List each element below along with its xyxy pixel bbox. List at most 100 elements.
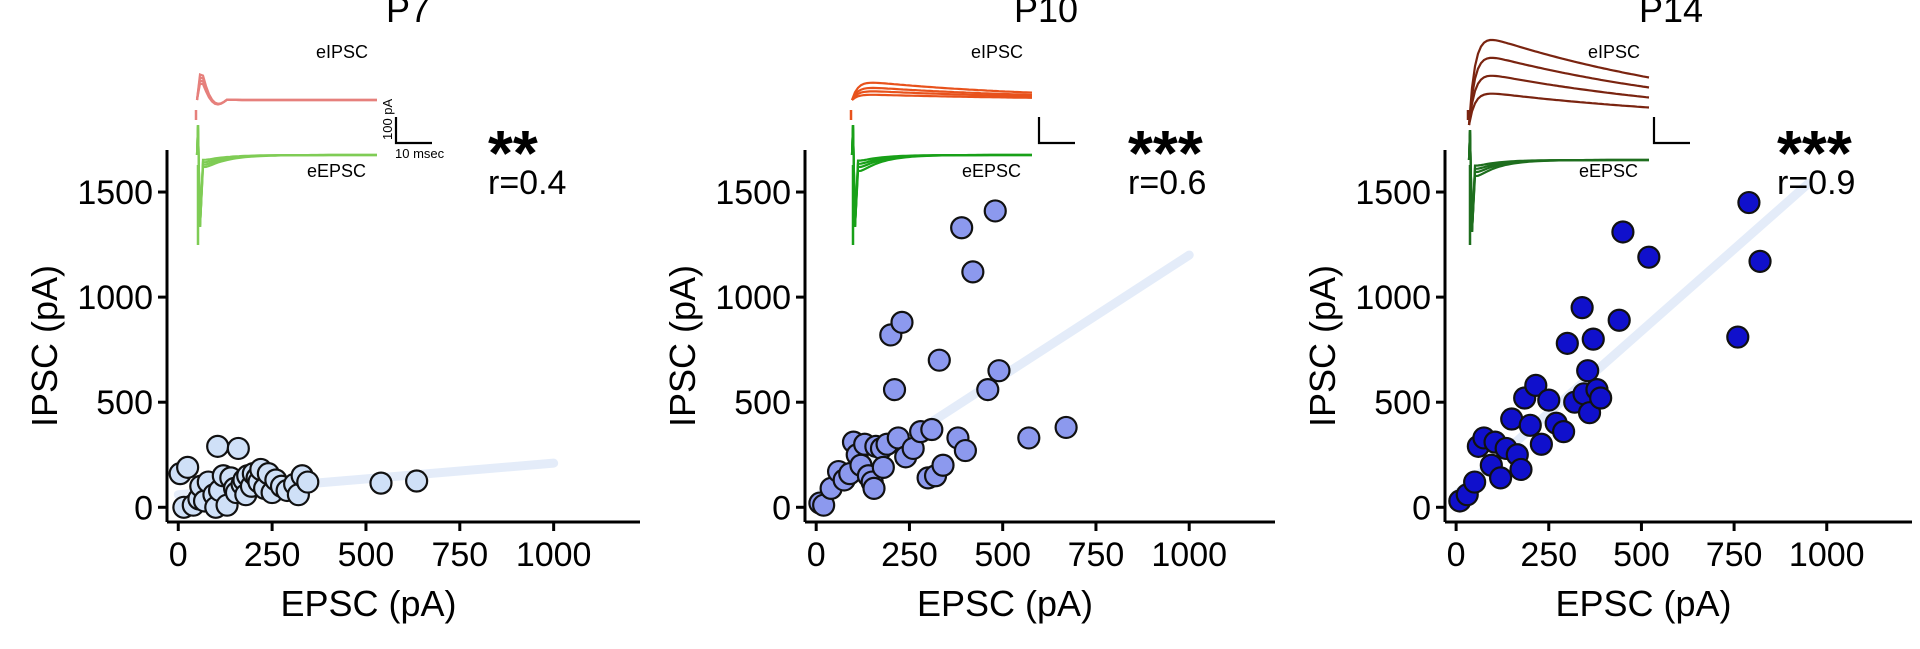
data-point [1589, 386, 1613, 410]
ipsc-trace [1467, 74, 1650, 126]
data-point [983, 199, 1007, 223]
ipsc-trace [1467, 38, 1650, 126]
data-point [1748, 249, 1772, 273]
y-tick-label: 1000 [77, 279, 153, 317]
data-point [1555, 331, 1579, 355]
y-tick-label: 0 [1412, 489, 1431, 527]
x-tick-label: 750 [431, 536, 488, 574]
trace-label-eepsc: eEPSC [307, 161, 366, 181]
ipsc-trace [851, 93, 1032, 101]
data-point [1737, 190, 1761, 215]
scale-bar [394, 117, 432, 145]
data-point [1570, 296, 1594, 320]
data-point [296, 470, 320, 494]
data-point [950, 216, 974, 240]
epsc-trace [1467, 129, 1649, 233]
trace-label-eepsc: eEPSC [962, 161, 1021, 181]
data-point [1611, 220, 1635, 244]
x-tick-label: 0 [1447, 536, 1466, 574]
x-tick-label: 500 [974, 536, 1031, 574]
y-tick-label: 0 [772, 489, 791, 527]
data-point [1581, 327, 1605, 351]
correlation-label: r=0.9 [1777, 164, 1855, 202]
data-point [1509, 457, 1533, 482]
ipsc-trace [851, 90, 1032, 101]
x-tick-label: 500 [1613, 536, 1670, 574]
scale-bar [1037, 117, 1075, 145]
x-tick-label: 250 [1520, 536, 1577, 574]
data-point [953, 438, 977, 463]
example-traces [849, 81, 1033, 245]
x-axis-label: EPSC (pA) [917, 583, 1093, 624]
panel-title: P14 [1639, 0, 1703, 30]
x-tick-label: 500 [338, 536, 395, 574]
x-tick-label: 1000 [516, 536, 592, 574]
x-axis-label: EPSC (pA) [1555, 583, 1731, 624]
data-point [405, 469, 429, 493]
y-tick-label: 1500 [1355, 174, 1431, 212]
y-tick-label: 1500 [715, 174, 791, 212]
correlation-label: r=0.4 [488, 164, 566, 202]
panel-p7: P7 0 500 1000 1500 0 250 500 750 1000 EPSC (pA) IPS… [24, 0, 640, 624]
example-traces [194, 72, 377, 245]
data-point [1576, 359, 1600, 383]
panel-p14: P14 0 500 1000 1500 0 250 500 750 1000 EPSC (pA) IP… [1302, 0, 1912, 624]
y-tick-label: 500 [1374, 384, 1431, 422]
data-point [871, 455, 895, 479]
ipsc-trace [195, 82, 377, 106]
data-point [1552, 420, 1576, 444]
data-point [1607, 308, 1631, 332]
trace-label-eipsc: eIPSC [971, 42, 1023, 62]
y-tick-label: 500 [734, 384, 791, 422]
data-point [369, 471, 393, 495]
trace-label-eepsc: eEPSC [1579, 161, 1638, 181]
panel-p10: P10 0 500 1000 1500 0 250 500 750 1000 EPSC (pA) IP… [662, 0, 1275, 624]
data-point [1488, 466, 1513, 490]
significance-stars: *** [1128, 117, 1203, 189]
example-traces [1466, 38, 1650, 245]
data-point [1637, 245, 1661, 269]
y-tick-label: 500 [96, 384, 153, 422]
data-point [1518, 413, 1542, 437]
scale-bar-y-label: 100 pA [380, 98, 395, 140]
x-tick-label: 250 [881, 536, 938, 574]
epsc-trace [850, 124, 1032, 228]
x-tick-label: 750 [1706, 536, 1763, 574]
x-tick-label: 0 [169, 536, 188, 574]
ipsc-trace [1467, 56, 1650, 126]
data-point [961, 260, 985, 284]
data-point [920, 417, 944, 442]
x-tick-label: 1000 [1151, 536, 1227, 574]
data-point [1017, 426, 1041, 450]
y-tick-label: 0 [134, 489, 153, 527]
data-point [1529, 432, 1553, 456]
y-axis-label: IPSC (pA) [1302, 265, 1343, 427]
data-point [1537, 388, 1561, 412]
panel-title: P10 [1014, 0, 1078, 30]
y-tick-label: 1500 [77, 174, 153, 212]
x-tick-label: 750 [1068, 536, 1125, 574]
x-tick-label: 1000 [1789, 536, 1865, 574]
data-point [987, 359, 1011, 383]
epsc-trace [1467, 129, 1649, 233]
significance-stars: *** [1777, 117, 1852, 189]
trace-label-eipsc: eIPSC [1588, 42, 1640, 62]
scale-bar-x-label: 10 msec [395, 146, 445, 161]
data-point [1524, 373, 1548, 397]
trace-label-eipsc: eIPSC [316, 42, 368, 62]
epsc-trace [1467, 129, 1649, 233]
data-point [882, 377, 907, 402]
ipsc-trace [851, 86, 1032, 101]
data-point [976, 377, 1000, 402]
data-point [1463, 470, 1487, 494]
data-point [1726, 325, 1750, 349]
ipsc-trace [850, 81, 1033, 101]
x-axis-label: EPSC (pA) [280, 583, 456, 624]
data-point [176, 455, 200, 479]
ipsc-trace [1467, 92, 1650, 126]
y-tick-label: 1000 [715, 279, 791, 317]
data-point [931, 453, 955, 477]
x-tick-label: 250 [244, 536, 301, 574]
data-point [206, 434, 230, 458]
